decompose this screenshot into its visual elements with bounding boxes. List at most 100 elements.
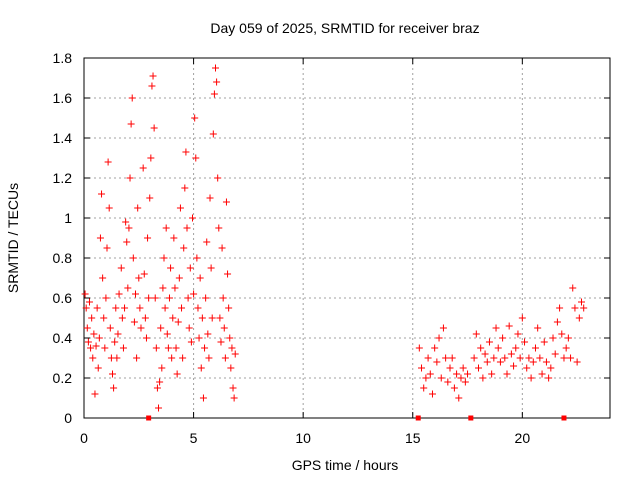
data-point — [123, 238, 131, 246]
data-point — [183, 224, 191, 232]
data-point — [418, 364, 426, 372]
data-point — [499, 334, 507, 342]
data-point — [144, 234, 152, 242]
data-point — [216, 314, 224, 322]
data-point — [212, 64, 219, 72]
data-point — [439, 324, 447, 332]
gap-marker — [415, 415, 421, 421]
data-point — [567, 354, 575, 362]
data-point — [562, 344, 570, 352]
y-tick-label: 0.8 — [53, 250, 73, 266]
data-point — [450, 384, 458, 392]
chart-title: Day 059 of 2025, SRMTID for receiver bra… — [210, 20, 479, 36]
data-point — [112, 304, 120, 312]
data-point — [455, 394, 463, 402]
data-point — [88, 314, 96, 322]
data-point — [115, 290, 123, 298]
data-point — [558, 330, 566, 338]
data-point — [162, 224, 170, 232]
data-point — [190, 290, 198, 298]
data-point — [556, 304, 564, 312]
data-point — [226, 334, 234, 342]
y-axis-label: SRMTID / TECUs — [5, 183, 21, 293]
data-point — [206, 194, 214, 202]
data-point — [444, 378, 452, 386]
data-point — [448, 354, 456, 362]
data-point — [496, 358, 504, 366]
data-point — [135, 274, 143, 282]
data-point — [198, 314, 206, 322]
data-point — [470, 354, 478, 362]
data-point — [194, 304, 202, 312]
data-point — [217, 338, 225, 346]
y-tick-label: 1 — [64, 210, 72, 226]
data-point — [224, 270, 232, 278]
data-point — [488, 370, 496, 378]
data-point — [89, 354, 97, 362]
data-point — [161, 304, 169, 312]
data-point — [108, 370, 116, 378]
data-point — [228, 344, 236, 352]
data-point — [130, 318, 138, 326]
data-point — [536, 354, 544, 362]
data-point — [483, 358, 491, 366]
data-point — [510, 362, 518, 370]
data-point — [173, 370, 181, 378]
data-point — [106, 324, 114, 332]
data-point — [213, 78, 221, 86]
data-point — [220, 324, 228, 332]
data-point — [481, 350, 489, 358]
data-point — [134, 204, 142, 212]
data-point — [147, 154, 155, 162]
data-point — [512, 344, 520, 352]
data-point — [523, 364, 531, 372]
data-point — [437, 374, 445, 382]
data-point — [192, 154, 200, 162]
y-tick-label: 0 — [64, 410, 72, 426]
data-point — [424, 354, 432, 362]
data-point — [214, 174, 222, 182]
x-tick-label: 0 — [80, 430, 88, 446]
data-point — [490, 354, 498, 362]
data-point — [122, 218, 130, 226]
data-point — [125, 224, 133, 232]
data-point — [124, 284, 132, 292]
data-point — [435, 334, 443, 342]
data-point — [171, 284, 179, 292]
data-point — [180, 244, 188, 252]
data-point — [540, 338, 548, 346]
data-point — [551, 350, 559, 358]
data-point — [531, 344, 539, 352]
data-point — [503, 370, 511, 378]
data-point — [433, 358, 441, 366]
data-point — [542, 358, 550, 366]
y-tick-label: 0.6 — [53, 290, 73, 306]
data-point — [521, 338, 529, 346]
data-point — [172, 344, 180, 352]
data-point — [118, 314, 126, 322]
data-point — [505, 322, 513, 330]
data-point — [168, 354, 176, 362]
data-point — [104, 158, 112, 166]
plot-frame — [83, 57, 611, 419]
data-point — [187, 338, 195, 346]
y-tick-label: 1.8 — [53, 50, 73, 66]
data-point — [113, 354, 121, 362]
data-point — [119, 344, 127, 352]
data-point — [428, 390, 436, 398]
data-point — [91, 390, 99, 398]
y-tick-label: 1.4 — [53, 130, 73, 146]
data-point — [101, 344, 109, 352]
data-point — [472, 330, 480, 338]
y-tick-label: 1.6 — [53, 90, 73, 106]
data-point — [81, 290, 89, 298]
data-point — [121, 304, 129, 312]
data-point — [150, 124, 158, 132]
data-point — [157, 324, 165, 332]
data-point — [99, 274, 107, 282]
data-point — [133, 354, 141, 362]
data-point — [85, 298, 93, 306]
data-point — [174, 318, 182, 326]
data-point — [155, 404, 163, 412]
data-point — [225, 304, 233, 312]
